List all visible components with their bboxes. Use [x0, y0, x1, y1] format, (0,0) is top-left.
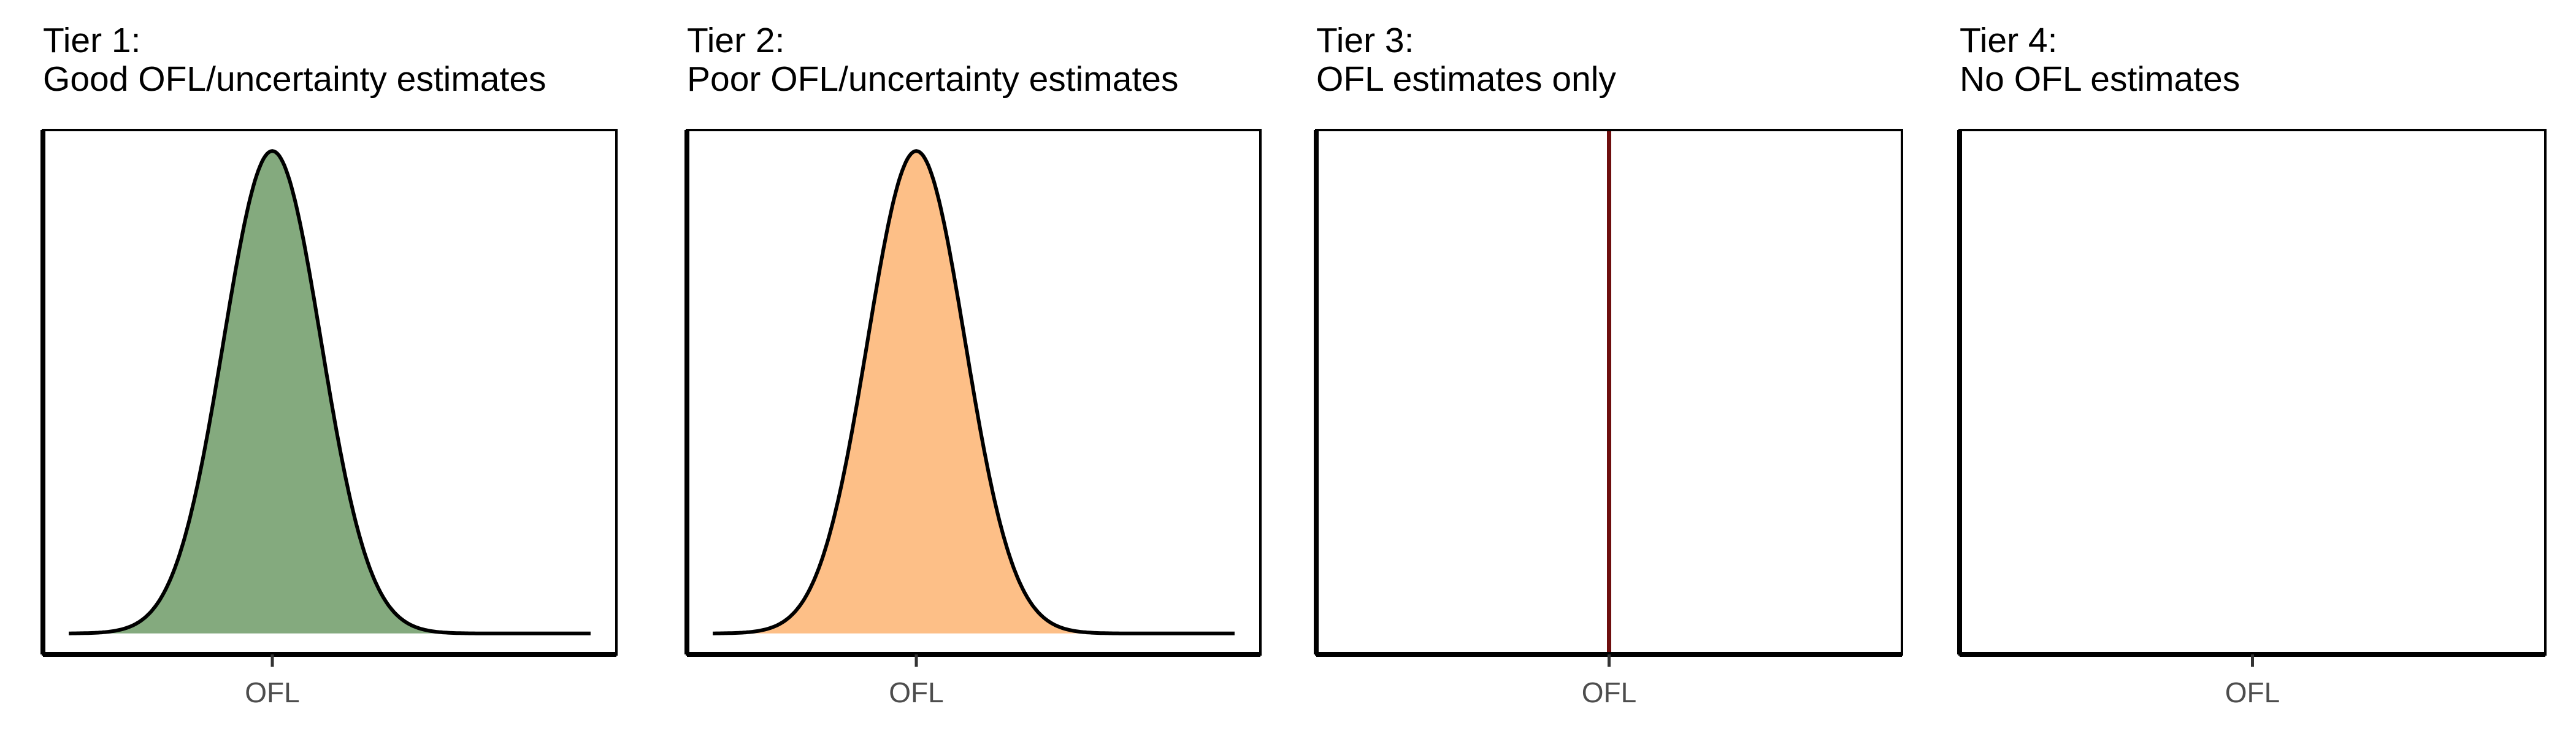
panel-tier-2: Tier 2: Poor OFL/uncertainty estimates O… [684, 21, 1262, 708]
density-curve [69, 149, 591, 635]
panel-title-line1: Tier 2: [687, 21, 784, 60]
panel-title-line2: Poor OFL/uncertainty estimates [687, 59, 1179, 99]
panel-title-line1: Tier 1: [43, 21, 140, 60]
panel-title-line2: Good OFL/uncertainty estimates [43, 59, 546, 99]
plot-frame [1958, 129, 2547, 656]
panel-tier-4: Tier 4: No OFL estimates OFL [1957, 21, 2547, 708]
panel-title-line2: OFL estimates only [1316, 59, 1616, 99]
panel-title-line1: Tier 4: [1960, 21, 2057, 60]
x-tick-label: OFL [245, 677, 299, 708]
density-curve [713, 149, 1235, 635]
density-area [86, 151, 459, 634]
x-tick-label: OFL [2225, 677, 2280, 708]
x-tick-label: OFL [1582, 677, 1636, 708]
panel-tier-3: Tier 3: OFL estimates only OFL [1314, 21, 1903, 708]
panel-title-line1: Tier 3: [1316, 21, 1414, 60]
panel-title-line2: No OFL estimates [1960, 59, 2240, 99]
density-area [730, 151, 1103, 634]
x-tick-label: OFL [889, 677, 943, 708]
panel-tier-1: Tier 1: Good OFL/uncertainty estimates O… [40, 21, 618, 708]
